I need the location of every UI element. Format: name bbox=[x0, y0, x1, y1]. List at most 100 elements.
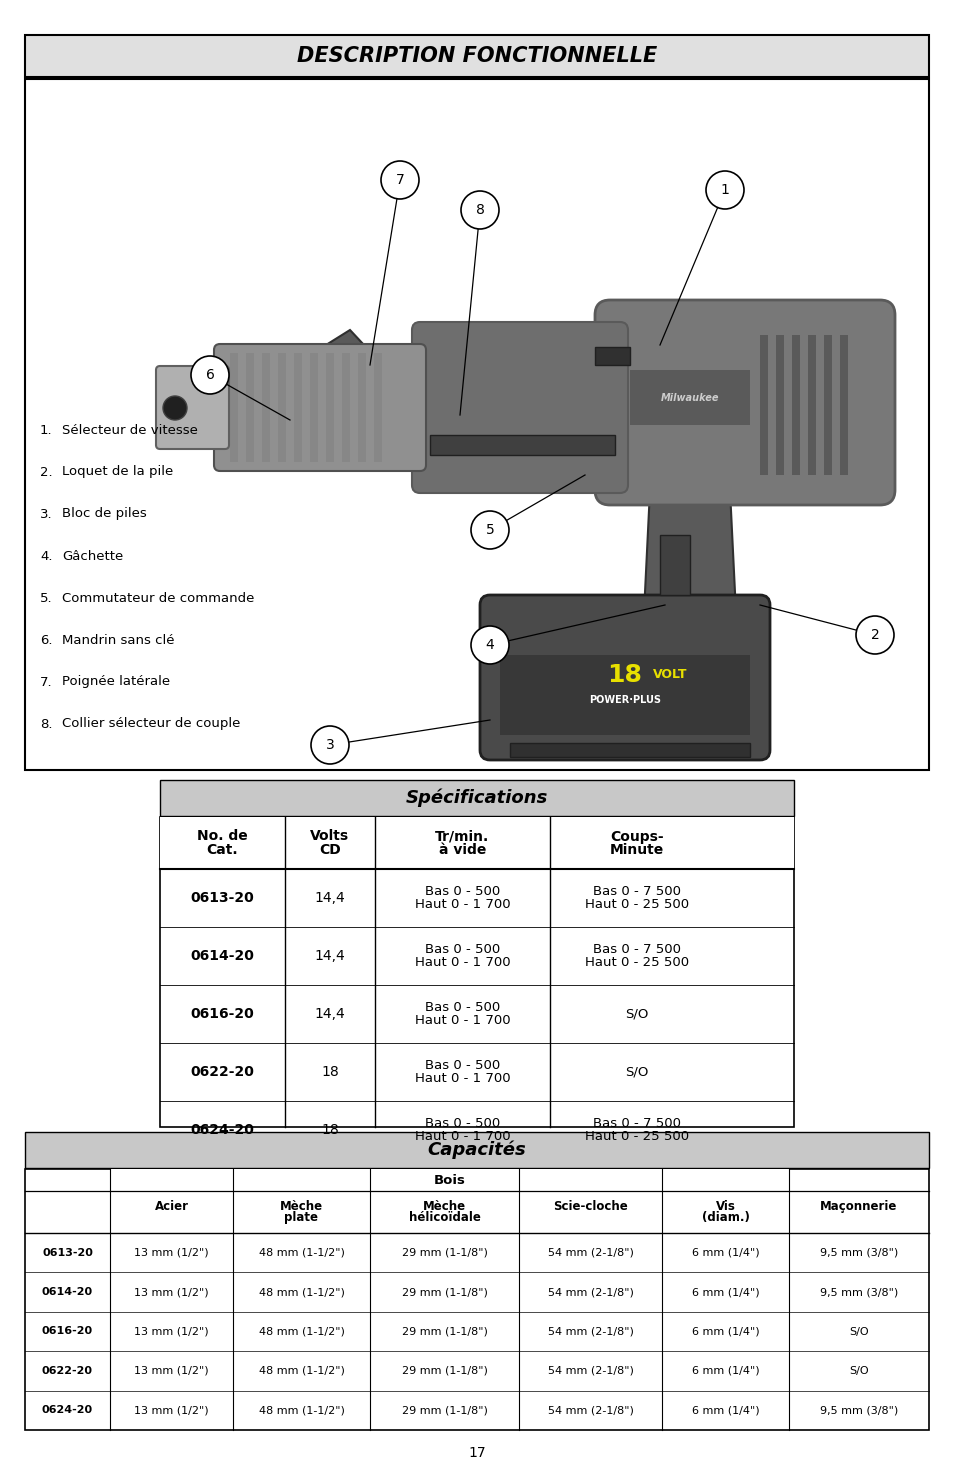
Text: DESCRIPTION FONCTIONNELLE: DESCRIPTION FONCTIONNELLE bbox=[296, 46, 657, 66]
Text: S/O: S/O bbox=[624, 1007, 648, 1021]
Circle shape bbox=[471, 510, 509, 549]
Text: 4.: 4. bbox=[40, 550, 52, 562]
Text: Cat.: Cat. bbox=[207, 842, 238, 857]
Circle shape bbox=[191, 355, 229, 394]
Text: 14,4: 14,4 bbox=[314, 891, 345, 906]
Text: 0613-20: 0613-20 bbox=[191, 891, 254, 906]
Text: 13 mm (1/2"): 13 mm (1/2") bbox=[134, 1288, 209, 1297]
Text: 0616-20: 0616-20 bbox=[42, 1326, 93, 1336]
Text: Scie-cloche: Scie-cloche bbox=[553, 1201, 627, 1212]
Text: Bas 0 - 7 500: Bas 0 - 7 500 bbox=[593, 885, 680, 898]
Bar bbox=[595, 347, 629, 364]
Text: 6 mm (1/4"): 6 mm (1/4") bbox=[691, 1288, 759, 1297]
Bar bbox=[25, 1170, 928, 1429]
Polygon shape bbox=[639, 490, 740, 715]
Bar bbox=[277, 353, 286, 462]
Text: 48 mm (1-1/2"): 48 mm (1-1/2") bbox=[258, 1288, 344, 1297]
Bar bbox=[230, 353, 237, 462]
Text: 54 mm (2-1/8"): 54 mm (2-1/8") bbox=[547, 1326, 633, 1336]
Text: Haut 0 - 1 700: Haut 0 - 1 700 bbox=[415, 1072, 510, 1086]
Bar bbox=[326, 353, 334, 462]
Circle shape bbox=[311, 726, 349, 764]
Text: Bas 0 - 7 500: Bas 0 - 7 500 bbox=[593, 1117, 680, 1130]
Text: 18: 18 bbox=[321, 1122, 338, 1137]
Bar bbox=[629, 370, 749, 425]
Text: 48 mm (1-1/2"): 48 mm (1-1/2") bbox=[258, 1366, 344, 1376]
Circle shape bbox=[855, 617, 893, 653]
Text: 0622-20: 0622-20 bbox=[191, 1065, 254, 1080]
Text: Bois: Bois bbox=[433, 1174, 465, 1186]
Text: POWER·PLUS: POWER·PLUS bbox=[588, 695, 660, 705]
Text: Haut 0 - 1 700: Haut 0 - 1 700 bbox=[415, 956, 510, 969]
Text: (diam.): (diam.) bbox=[700, 1211, 749, 1224]
Text: 0613-20: 0613-20 bbox=[42, 1248, 92, 1258]
Text: 3: 3 bbox=[325, 738, 334, 752]
Text: 14,4: 14,4 bbox=[314, 1007, 345, 1021]
Bar bbox=[25, 80, 928, 770]
Bar bbox=[25, 35, 928, 77]
Bar bbox=[659, 535, 689, 594]
Bar bbox=[294, 353, 302, 462]
Text: 18: 18 bbox=[321, 1065, 338, 1080]
Bar bbox=[499, 655, 749, 735]
Text: 29 mm (1-1/8"): 29 mm (1-1/8") bbox=[401, 1288, 487, 1297]
Text: 5: 5 bbox=[485, 524, 494, 537]
Text: 6 mm (1/4"): 6 mm (1/4") bbox=[691, 1248, 759, 1258]
Text: 54 mm (2-1/8"): 54 mm (2-1/8") bbox=[547, 1366, 633, 1376]
Text: Milwaukee: Milwaukee bbox=[660, 392, 719, 403]
Text: Poignée latérale: Poignée latérale bbox=[62, 676, 170, 689]
Text: Maçonnerie: Maçonnerie bbox=[820, 1201, 897, 1212]
Text: Mèche: Mèche bbox=[279, 1201, 323, 1212]
Text: 9,5 mm (3/8"): 9,5 mm (3/8") bbox=[819, 1288, 897, 1297]
Text: 4: 4 bbox=[485, 639, 494, 652]
Circle shape bbox=[460, 190, 498, 229]
Text: Loquet de la pile: Loquet de la pile bbox=[62, 466, 173, 478]
Text: Bas 0 - 500: Bas 0 - 500 bbox=[424, 885, 499, 898]
Text: 29 mm (1-1/8"): 29 mm (1-1/8") bbox=[401, 1406, 487, 1416]
Text: 13 mm (1/2"): 13 mm (1/2") bbox=[134, 1406, 209, 1416]
Text: 54 mm (2-1/8"): 54 mm (2-1/8") bbox=[547, 1248, 633, 1258]
Text: Bas 0 - 500: Bas 0 - 500 bbox=[424, 1002, 499, 1013]
Text: Tr/min.: Tr/min. bbox=[435, 829, 489, 844]
Text: hélicoïdale: hélicoïdale bbox=[408, 1211, 480, 1224]
Bar bbox=[430, 435, 615, 454]
Text: 7.: 7. bbox=[40, 676, 52, 689]
Text: 13 mm (1/2"): 13 mm (1/2") bbox=[134, 1366, 209, 1376]
Text: 5.: 5. bbox=[40, 591, 52, 605]
Text: Haut 0 - 1 700: Haut 0 - 1 700 bbox=[415, 898, 510, 912]
Text: 0622-20: 0622-20 bbox=[42, 1366, 92, 1376]
FancyBboxPatch shape bbox=[412, 322, 627, 493]
Text: 13 mm (1/2"): 13 mm (1/2") bbox=[134, 1248, 209, 1258]
Text: S/O: S/O bbox=[848, 1326, 868, 1336]
Bar bbox=[246, 353, 253, 462]
Text: Gâchette: Gâchette bbox=[62, 550, 123, 562]
FancyBboxPatch shape bbox=[595, 299, 894, 504]
Text: Bas 0 - 500: Bas 0 - 500 bbox=[424, 1117, 499, 1130]
Bar bbox=[840, 335, 847, 475]
Text: 18: 18 bbox=[607, 662, 641, 687]
Text: Volts: Volts bbox=[310, 829, 349, 844]
Text: Bas 0 - 7 500: Bas 0 - 7 500 bbox=[593, 943, 680, 956]
Text: 6: 6 bbox=[205, 367, 214, 382]
Bar bbox=[357, 353, 366, 462]
Text: 48 mm (1-1/2"): 48 mm (1-1/2") bbox=[258, 1326, 344, 1336]
Bar bbox=[510, 743, 749, 757]
Bar bbox=[807, 335, 815, 475]
Text: 2: 2 bbox=[870, 628, 879, 642]
Text: 54 mm (2-1/8"): 54 mm (2-1/8") bbox=[547, 1288, 633, 1297]
Bar bbox=[160, 817, 793, 869]
Text: Vis: Vis bbox=[715, 1201, 735, 1212]
Text: Haut 0 - 1 700: Haut 0 - 1 700 bbox=[415, 1013, 510, 1027]
Text: 7: 7 bbox=[395, 173, 404, 187]
FancyBboxPatch shape bbox=[156, 366, 229, 448]
Text: plate: plate bbox=[284, 1211, 318, 1224]
Text: 9,5 mm (3/8"): 9,5 mm (3/8") bbox=[819, 1248, 897, 1258]
Bar bbox=[110, 1170, 788, 1190]
Text: 6.: 6. bbox=[40, 633, 52, 646]
Text: 17: 17 bbox=[468, 1446, 485, 1460]
Text: 3.: 3. bbox=[40, 507, 52, 521]
Text: à vide: à vide bbox=[438, 842, 486, 857]
Text: 0624-20: 0624-20 bbox=[191, 1122, 254, 1137]
Text: Mèche: Mèche bbox=[422, 1201, 466, 1212]
Text: CD: CD bbox=[319, 842, 340, 857]
